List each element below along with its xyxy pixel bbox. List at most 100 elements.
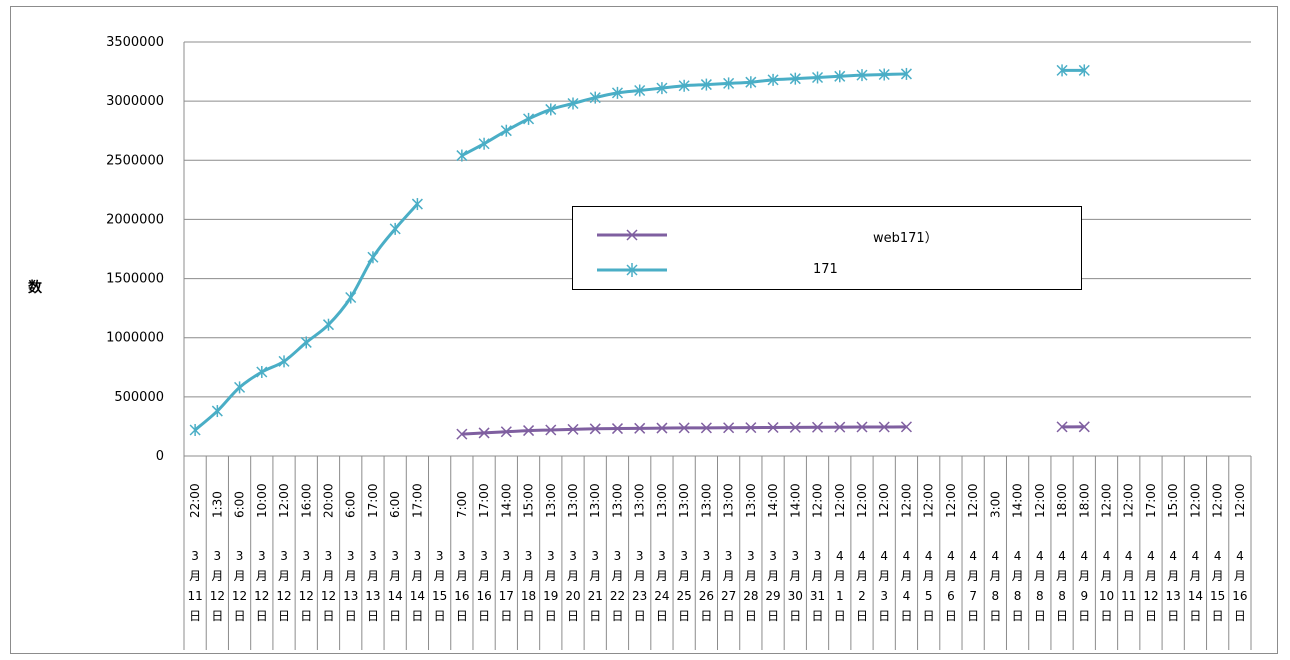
x-tick-time-label: 13:00 [722,483,736,518]
x-tick-day-label: 22 [610,589,625,603]
x-tick-month-label: 3 [769,549,777,563]
x-tick-month-label: 4 [925,549,933,563]
x-tick-time-label: 3:00 [988,491,1002,518]
x-tick-month-unit-label: 月 [434,569,446,583]
x-tick-day-unit-label: 日 [234,609,246,623]
legend-label-series-1: web171） [873,231,938,246]
x-tick-day-label: 12 [276,589,291,603]
x-tick-time-label: 12:00 [966,483,980,518]
x-tick-time-label: 17:00 [366,483,380,518]
x-tick-day-unit-label: 日 [1056,609,1068,623]
x-tick-day-unit-label: 日 [1012,609,1024,623]
x-tick-day-unit-label: 日 [723,609,735,623]
x-tick-day-label: 1 [836,589,844,603]
x-tick-month-label: 4 [1103,549,1111,563]
x-tick-day-label: 14 [1188,589,1203,603]
x-tick-day-label: 3 [880,589,888,603]
x-tick-day-unit-label: 日 [300,609,312,623]
x-tick-day-label: 12 [254,589,269,603]
x-tick-day-label: 12 [321,589,336,603]
x-tick-time-label: 13:00 [699,483,713,518]
x-tick-month-label: 4 [880,549,888,563]
series-1-point [523,425,535,437]
x-tick-month-unit-label: 月 [723,569,735,583]
x-tick-time-label: 12:00 [1100,483,1114,518]
legend-marker-x-icon [597,229,667,241]
x-tick-day-label: 26 [699,589,714,603]
y-tick-label: 2500000 [106,153,164,168]
series-1-point [723,422,735,434]
series-2-point [1056,64,1068,77]
series-1-point [812,421,824,433]
x-tick-month-label: 3 [703,549,711,563]
x-tick-day-label: 16 [1232,589,1247,603]
x-tick-month-label: 4 [969,549,977,563]
y-tick-label: 2000000 [106,212,164,227]
x-tick-time-label: 13:00 [655,483,669,518]
series-1-point [856,421,868,433]
series-2-point [900,67,912,80]
x-tick-day-unit-label: 日 [900,609,912,623]
x-tick-month-unit-label: 月 [456,569,468,583]
x-tick-time-label: 13:00 [566,483,580,518]
x-tick-day-unit-label: 日 [389,609,401,623]
x-tick-day-label: 14 [388,589,403,603]
x-tick-month-label: 4 [858,549,866,563]
x-tick-day-label: 12 [232,589,247,603]
x-tick-time-label: 13:00 [544,483,558,518]
x-tick-day-label: 9 [1080,589,1088,603]
series-2-point [700,78,712,91]
series-2-point [523,112,535,125]
series-1-point [589,423,601,435]
x-tick-time-label: 13:00 [610,483,624,518]
x-tick-month-unit-label: 月 [1078,569,1090,583]
series-2-point [345,291,357,304]
x-tick-month-unit-label: 月 [700,569,712,583]
x-tick-day-unit-label: 日 [789,609,801,623]
x-tick-month-label: 3 [614,549,622,563]
x-tick-month-unit-label: 月 [1167,569,1179,583]
x-tick-month-label: 4 [903,549,911,563]
x-tick-day-unit-label: 日 [856,609,868,623]
x-tick-month-label: 4 [1192,549,1200,563]
x-tick-month-unit-label: 月 [789,569,801,583]
x-tick-month-unit-label: 月 [389,569,401,583]
x-tick-day-label: 14 [410,589,425,603]
series-2-point [545,103,557,116]
x-tick-day-label: 11 [187,589,202,603]
x-tick-month-unit-label: 月 [478,569,490,583]
series-2-point [878,68,890,81]
x-tick-day-unit-label: 日 [1101,609,1113,623]
chart-frame [10,6,1278,654]
x-tick-month-unit-label: 月 [1012,569,1024,583]
x-tick-day-label: 27 [721,589,736,603]
series-2-point [500,124,512,137]
x-tick-time-label: 7:00 [455,491,469,518]
x-tick-day-unit-label: 日 [567,609,579,623]
x-tick-time-label: 22:00 [188,483,202,518]
x-tick-time-label: 12:00 [1188,483,1202,518]
x-tick-month-label: 3 [369,549,377,563]
x-tick-day-label: 12 [1143,589,1158,603]
series-2-point [456,149,468,162]
series-2-point [300,336,312,349]
x-tick-day-unit-label: 日 [611,609,623,623]
x-tick-time-label: 12:00 [833,483,847,518]
x-tick-time-label: 14:00 [1011,483,1025,518]
y-tick-label: 1500000 [106,272,164,287]
x-tick-day-label: 8 [1014,589,1022,603]
x-tick-month-label: 4 [992,549,1000,563]
x-tick-month-unit-label: 月 [1189,569,1201,583]
series-2-point [611,86,623,99]
y-tick-label: 3000000 [106,94,164,109]
series-2-point [812,71,824,84]
x-tick-month-label: 3 [436,549,444,563]
series-2-point [567,97,579,110]
x-tick-month-unit-label: 月 [1145,569,1157,583]
x-tick-day-label: 6 [947,589,955,603]
series-2-point [367,251,379,264]
x-tick-time-label: 17:00 [1144,483,1158,518]
x-tick-month-label: 4 [1214,549,1222,563]
x-tick-day-label: 2 [858,589,866,603]
x-tick-time-label: 12:00 [922,483,936,518]
